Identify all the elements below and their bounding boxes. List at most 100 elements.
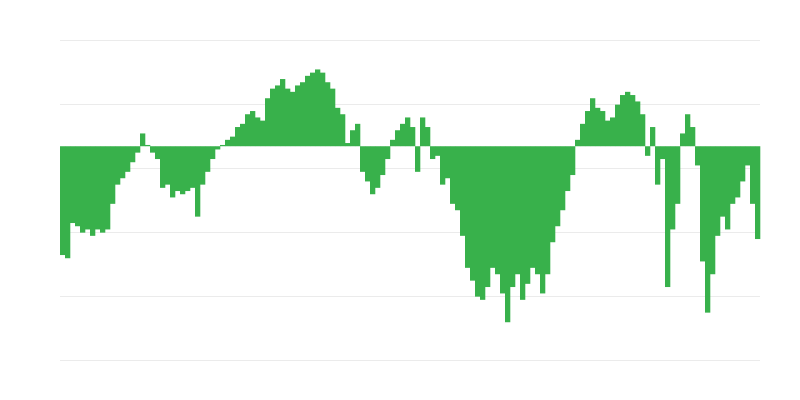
- bar: [210, 146, 216, 160]
- bar: [650, 127, 656, 147]
- bar: [720, 146, 726, 217]
- bar: [90, 146, 96, 236]
- bar: [675, 146, 681, 204]
- bar: [550, 146, 556, 243]
- bar: [460, 146, 466, 236]
- bar: [455, 146, 461, 211]
- bar: [425, 127, 431, 147]
- bar: [440, 146, 446, 185]
- bar: [100, 146, 106, 233]
- bar: [515, 146, 521, 275]
- bar: [175, 146, 181, 192]
- bar: [360, 146, 366, 172]
- bar: [430, 146, 436, 160]
- bar: [590, 98, 596, 147]
- gridlines: [60, 40, 760, 361]
- bar: [250, 111, 256, 147]
- bar: [285, 88, 291, 147]
- bar: [520, 146, 526, 300]
- bar: [70, 146, 76, 224]
- bar: [310, 72, 316, 147]
- bar: [730, 146, 736, 204]
- bar: [150, 146, 156, 153]
- bar: [215, 146, 221, 150]
- bars: [60, 69, 761, 323]
- bar: [750, 146, 756, 204]
- bar: [130, 146, 136, 163]
- bar: [225, 139, 231, 147]
- bar: [560, 146, 566, 211]
- bar: [110, 146, 116, 204]
- bar: [470, 146, 476, 281]
- bar: [465, 146, 471, 268]
- bar: [200, 146, 206, 185]
- bar: [495, 146, 501, 275]
- bar: [725, 146, 731, 230]
- bar: [595, 107, 601, 147]
- bar: [365, 146, 371, 182]
- bar: [270, 88, 276, 147]
- bar: [475, 146, 481, 297]
- bar: [670, 146, 676, 230]
- bar: [95, 146, 101, 230]
- bar: [350, 130, 356, 147]
- bar: [315, 69, 321, 147]
- bar: [230, 136, 236, 147]
- bar: [700, 146, 706, 262]
- bar: [740, 146, 746, 182]
- bar: [705, 146, 711, 313]
- bar: [395, 130, 401, 147]
- bar: [335, 107, 341, 147]
- bar: [570, 146, 576, 176]
- bar: [450, 146, 456, 204]
- bar: [655, 146, 661, 185]
- bar: [530, 146, 536, 268]
- bar: [620, 95, 626, 147]
- bar: [485, 146, 491, 288]
- bar: [375, 146, 381, 188]
- bar: [140, 133, 146, 147]
- bar: [630, 95, 636, 147]
- bar: [405, 117, 411, 147]
- bar: [125, 146, 131, 172]
- bar: [280, 79, 286, 147]
- bar: [320, 72, 326, 147]
- bar: [545, 146, 551, 275]
- bar: [510, 146, 516, 288]
- bar: [665, 146, 671, 288]
- bar: [480, 146, 486, 300]
- bar: [745, 146, 751, 166]
- bar: [690, 127, 696, 147]
- bar: [330, 88, 336, 147]
- bar: [185, 146, 191, 192]
- bar: [490, 146, 496, 268]
- bar: [145, 144, 151, 147]
- bar: [265, 98, 271, 147]
- bar: [120, 146, 126, 179]
- bar: [260, 120, 266, 147]
- bar: [625, 91, 631, 147]
- bar: [160, 146, 166, 188]
- bar: [400, 123, 406, 147]
- bar: [695, 146, 701, 166]
- bar: [445, 146, 451, 179]
- bar: [680, 133, 686, 147]
- bar: [240, 123, 246, 147]
- bar: [245, 114, 251, 147]
- bar: [525, 146, 531, 284]
- bar: [580, 123, 586, 147]
- bar: [710, 146, 716, 275]
- bar: [65, 146, 71, 259]
- bar: [600, 111, 606, 147]
- bar: [370, 146, 376, 195]
- bar: [180, 146, 186, 195]
- bar: [540, 146, 546, 294]
- bar: [635, 101, 641, 147]
- bar: [135, 146, 141, 153]
- bar: [645, 146, 651, 156]
- bar: [435, 146, 441, 156]
- bar: [565, 146, 571, 192]
- bar: [305, 75, 311, 147]
- bar: [605, 120, 611, 147]
